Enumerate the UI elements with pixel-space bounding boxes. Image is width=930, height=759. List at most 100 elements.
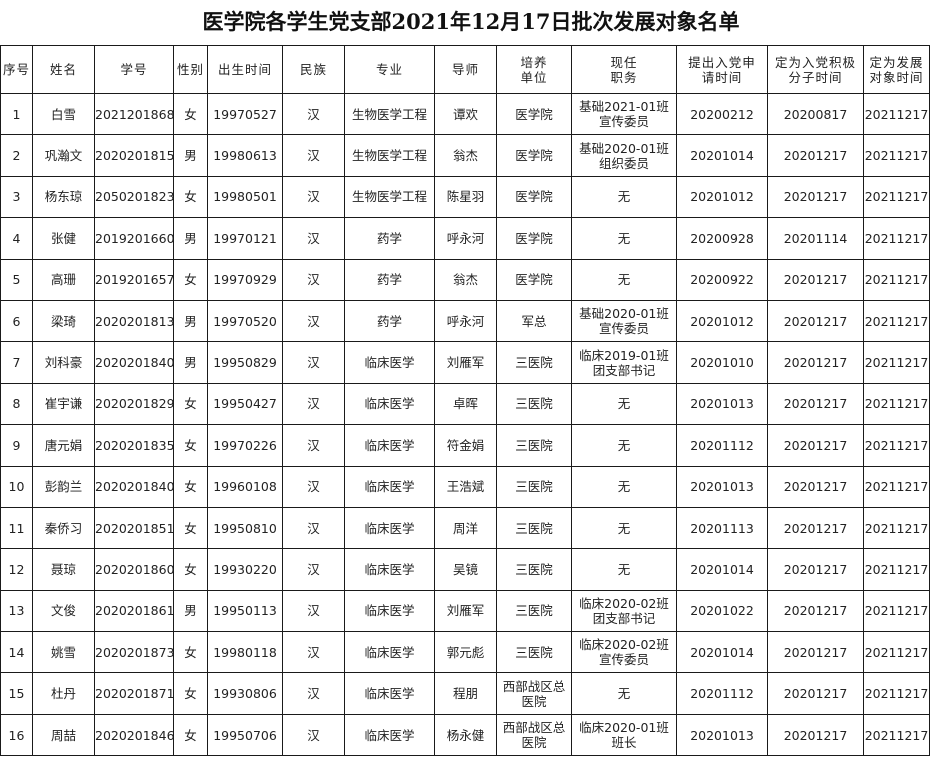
cell-current-position[interactable]: 无 [571, 424, 677, 467]
cell-activist-date[interactable]: 20201217 [767, 631, 864, 674]
cell-activist-date[interactable]: 20201217 [767, 382, 864, 426]
cell-name[interactable]: 唐元娟 [32, 424, 95, 467]
cell-student-id[interactable]: 2019201660 [94, 217, 174, 260]
cell-birth-date[interactable]: 19980613 [207, 134, 283, 177]
cell-seq[interactable]: 12 [0, 548, 33, 591]
cell-seq[interactable]: 6 [0, 299, 33, 343]
cell-seq[interactable]: 1 [0, 92, 33, 136]
cell-major[interactable]: 临床医学 [344, 506, 435, 550]
cell-activist-date[interactable]: 20201217 [767, 589, 864, 633]
cell-seq[interactable]: 15 [0, 672, 33, 715]
cell-student-id[interactable]: 2019201657 [94, 258, 174, 301]
cell-candidate-date[interactable]: 20211217 [863, 382, 930, 426]
cell-major[interactable]: 生物医学工程 [344, 92, 435, 136]
cell-name[interactable]: 梁琦 [32, 299, 95, 343]
cell-application-date[interactable]: 20200928 [676, 217, 768, 260]
cell-advisor[interactable]: 谭欢 [434, 92, 497, 136]
cell-birth-date[interactable]: 19960108 [207, 465, 283, 508]
cell-ethnicity[interactable]: 汉 [282, 341, 345, 384]
cell-advisor[interactable]: 杨永健 [434, 713, 497, 757]
cell-major[interactable]: 生物医学工程 [344, 175, 435, 219]
cell-advisor[interactable]: 符金娟 [434, 424, 497, 467]
cell-advisor[interactable]: 翁杰 [434, 258, 497, 301]
cell-candidate-date[interactable]: 20211217 [863, 92, 930, 136]
cell-major[interactable]: 临床医学 [344, 589, 435, 633]
cell-training-unit[interactable]: 西部战区总 医院 [496, 713, 572, 757]
cell-advisor[interactable]: 周洋 [434, 506, 497, 550]
cell-application-date[interactable]: 20201112 [676, 424, 768, 467]
cell-advisor[interactable]: 程朋 [434, 672, 497, 715]
cell-name[interactable]: 聂琼 [32, 548, 95, 591]
cell-training-unit[interactable]: 医学院 [496, 134, 572, 177]
cell-ethnicity[interactable]: 汉 [282, 589, 345, 633]
cell-candidate-date[interactable]: 20211217 [863, 465, 930, 508]
cell-activist-date[interactable]: 20201114 [767, 217, 864, 260]
cell-training-unit[interactable]: 医学院 [496, 217, 572, 260]
cell-ethnicity[interactable]: 汉 [282, 382, 345, 426]
cell-seq[interactable]: 5 [0, 258, 33, 301]
cell-student-id[interactable]: 2020201846 [94, 713, 174, 757]
cell-name[interactable]: 杜丹 [32, 672, 95, 715]
cell-candidate-date[interactable]: 20211217 [863, 506, 930, 550]
cell-name[interactable]: 高珊 [32, 258, 95, 301]
cell-student-id[interactable]: 2021201868 [94, 92, 174, 136]
cell-candidate-date[interactable]: 20211217 [863, 713, 930, 757]
cell-birth-date[interactable]: 19970527 [207, 92, 283, 136]
cell-gender[interactable]: 女 [173, 672, 208, 715]
cell-seq[interactable]: 4 [0, 217, 33, 260]
cell-gender[interactable]: 女 [173, 506, 208, 550]
cell-training-unit[interactable]: 三医院 [496, 631, 572, 674]
cell-advisor[interactable]: 呼永河 [434, 217, 497, 260]
cell-application-date[interactable]: 20201013 [676, 713, 768, 757]
cell-name[interactable]: 刘科豪 [32, 341, 95, 384]
cell-birth-date[interactable]: 19970121 [207, 217, 283, 260]
cell-major[interactable]: 临床医学 [344, 424, 435, 467]
cell-candidate-date[interactable]: 20211217 [863, 175, 930, 219]
cell-advisor[interactable]: 吴镜 [434, 548, 497, 591]
cell-birth-date[interactable]: 19950427 [207, 382, 283, 426]
cell-gender[interactable]: 女 [173, 548, 208, 591]
cell-major[interactable]: 临床医学 [344, 382, 435, 426]
cell-student-id[interactable]: 2020201813 [94, 299, 174, 343]
cell-major[interactable]: 临床医学 [344, 548, 435, 591]
cell-current-position[interactable]: 无 [571, 258, 677, 301]
cell-training-unit[interactable]: 西部战区总 医院 [496, 672, 572, 715]
cell-ethnicity[interactable]: 汉 [282, 258, 345, 301]
cell-seq[interactable]: 2 [0, 134, 33, 177]
cell-current-position[interactable]: 无 [571, 175, 677, 219]
cell-activist-date[interactable]: 20201217 [767, 258, 864, 301]
cell-name[interactable]: 姚雪 [32, 631, 95, 674]
cell-birth-date[interactable]: 19950810 [207, 506, 283, 550]
cell-activist-date[interactable]: 20201217 [767, 341, 864, 384]
cell-activist-date[interactable]: 20201217 [767, 672, 864, 715]
cell-major[interactable]: 药学 [344, 217, 435, 260]
cell-gender[interactable]: 女 [173, 713, 208, 757]
cell-ethnicity[interactable]: 汉 [282, 92, 345, 136]
cell-current-position[interactable]: 临床2019-01班 团支部书记 [571, 341, 677, 384]
cell-training-unit[interactable]: 三医院 [496, 424, 572, 467]
cell-student-id[interactable]: 2050201823 [94, 175, 174, 219]
cell-student-id[interactable]: 2020201860 [94, 548, 174, 591]
cell-gender[interactable]: 女 [173, 424, 208, 467]
cell-training-unit[interactable]: 三医院 [496, 465, 572, 508]
cell-application-date[interactable]: 20201112 [676, 672, 768, 715]
cell-activist-date[interactable]: 20201217 [767, 175, 864, 219]
cell-ethnicity[interactable]: 汉 [282, 134, 345, 177]
cell-activist-date[interactable]: 20201217 [767, 713, 864, 757]
cell-application-date[interactable]: 20201014 [676, 631, 768, 674]
cell-activist-date[interactable]: 20201217 [767, 299, 864, 343]
cell-ethnicity[interactable]: 汉 [282, 713, 345, 757]
cell-training-unit[interactable]: 医学院 [496, 92, 572, 136]
cell-training-unit[interactable]: 三医院 [496, 341, 572, 384]
cell-gender[interactable]: 女 [173, 258, 208, 301]
cell-application-date[interactable]: 20200212 [676, 92, 768, 136]
cell-seq[interactable]: 11 [0, 506, 33, 550]
cell-student-id[interactable]: 2020201840 [94, 341, 174, 384]
cell-birth-date[interactable]: 19970520 [207, 299, 283, 343]
cell-birth-date[interactable]: 19950829 [207, 341, 283, 384]
cell-current-position[interactable]: 临床2020-01班 班长 [571, 713, 677, 757]
cell-student-id[interactable]: 2020201871 [94, 672, 174, 715]
cell-ethnicity[interactable]: 汉 [282, 299, 345, 343]
cell-application-date[interactable]: 20201113 [676, 506, 768, 550]
cell-ethnicity[interactable]: 汉 [282, 424, 345, 467]
